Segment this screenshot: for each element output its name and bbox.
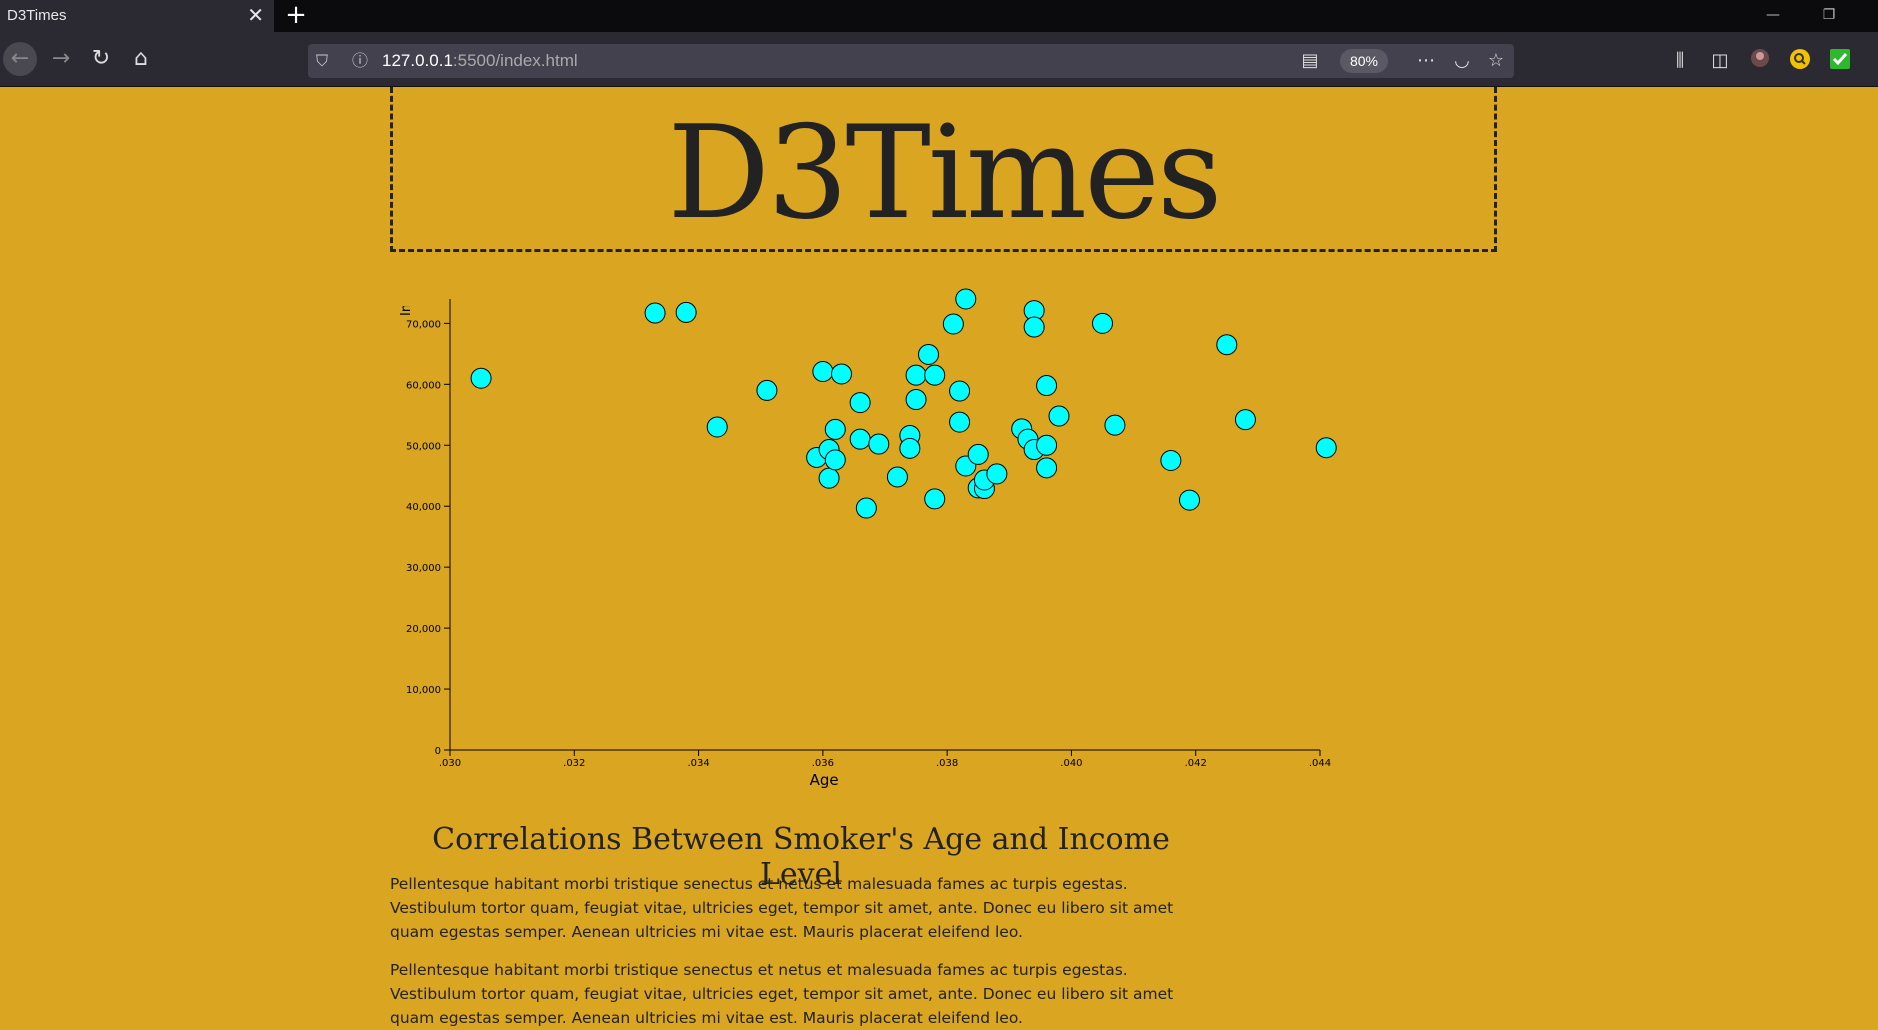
extension-avatar-icon[interactable]: [1746, 48, 1774, 74]
data-point: [855, 497, 877, 519]
reader-view-icon[interactable]: ▤: [1301, 50, 1319, 71]
sidebar-icon[interactable]: ◫: [1711, 50, 1729, 71]
y-axis-label: Income: [399, 280, 414, 316]
y-tick-label: 30,000: [406, 563, 441, 574]
data-point: [849, 428, 871, 450]
data-point: [1036, 434, 1058, 456]
url-text[interactable]: 127.0.0.1:5500/index.html: [382, 44, 578, 78]
tab-d3times[interactable]: D3Times ✕: [0, 0, 274, 32]
x-tick-label: .032: [563, 758, 585, 769]
reload-button[interactable]: ↻: [84, 42, 118, 76]
y-tick-label: 20,000: [406, 624, 441, 635]
data-point: [949, 411, 971, 433]
bookmark-star-icon[interactable]: ☆: [1487, 50, 1505, 71]
data-point: [470, 367, 492, 389]
data-point: [812, 361, 834, 383]
close-tab-icon[interactable]: ✕: [247, 5, 264, 27]
article-paragraph-2: Pellentesque habitant morbi tristique se…: [390, 961, 1174, 1027]
x-tick-label: .038: [936, 758, 958, 769]
extension-search-icon[interactable]: [1786, 48, 1814, 74]
data-point: [905, 389, 927, 411]
pocket-icon[interactable]: ◡: [1454, 50, 1470, 71]
x-tick-label: .034: [687, 758, 709, 769]
new-tab-button[interactable]: +: [285, 0, 307, 30]
data-point: [756, 379, 778, 401]
data-point: [1048, 405, 1070, 427]
library-icon[interactable]: ⫼: [1675, 50, 1685, 71]
data-point: [1036, 375, 1058, 397]
tab-title: D3Times: [7, 7, 67, 24]
data-point: [886, 466, 908, 488]
data-point: [918, 343, 939, 365]
data-point: [824, 449, 846, 471]
data-point: [1179, 489, 1200, 511]
url-host: 127.0.0.1: [382, 51, 453, 70]
zoom-level-button[interactable]: 80%: [1340, 49, 1388, 73]
data-point: [905, 364, 927, 386]
scatter-chart: .030 .032 .034 .036 .038 .040 .042 .044 0 10,000 2…: [399, 280, 1337, 789]
data-point: [818, 467, 840, 489]
x-tick-label: .042: [1185, 758, 1207, 769]
x-tick-label: .040: [1060, 758, 1082, 769]
restore-button[interactable]: ❐: [1822, 7, 1836, 23]
y-tick-label: 0: [435, 746, 441, 757]
x-axis-label: Age: [810, 771, 839, 789]
home-button[interactable]: ⌂: [124, 42, 158, 76]
data-point: [675, 301, 697, 323]
data-point: [868, 433, 890, 455]
data-point: [942, 313, 964, 335]
url-path: :5500/index.html: [452, 51, 578, 70]
data-point: [831, 363, 852, 385]
address-bar[interactable]: ⛉ ⓘ 127.0.0.1:5500/index.html ▤ 80% ⋯ ◡ …: [308, 44, 1514, 78]
x-tick-label: .036: [812, 758, 834, 769]
masthead: D3Times: [390, 87, 1497, 252]
data-point: [1036, 457, 1058, 479]
data-point: [924, 488, 946, 510]
data-point: [706, 416, 728, 438]
y-tick-label: 50,000: [406, 441, 441, 452]
minimize-button[interactable]: —: [1766, 7, 1780, 23]
y-tick-label: 70,000: [406, 319, 441, 330]
back-button[interactable]: ←: [3, 42, 37, 76]
data-point: [986, 463, 1008, 485]
data-point: [924, 364, 946, 386]
data-point: [1104, 414, 1126, 436]
masthead-title: D3Times: [667, 99, 1222, 248]
data-point: [644, 302, 666, 324]
data-point: [955, 288, 977, 310]
data-point: [1160, 450, 1182, 472]
article-paragraph-1: Pellentesque habitant morbi tristique se…: [390, 875, 1174, 941]
data-point: [1315, 437, 1337, 459]
shield-icon[interactable]: ⛉: [316, 51, 329, 70]
data-point: [1216, 334, 1238, 356]
data-point: [949, 380, 971, 402]
data-point: [1023, 316, 1045, 338]
forward-button[interactable]: →: [44, 42, 78, 76]
page-scrollbar[interactable]: [1862, 87, 1878, 1018]
article-title: Correlations Between Smoker's Age and In…: [432, 822, 1170, 892]
y-tick-label: 10,000: [406, 685, 441, 696]
y-tick-label: 40,000: [406, 502, 441, 513]
data-point: [824, 418, 846, 440]
data-point: [899, 437, 921, 459]
reload-icon: ↻: [91, 46, 111, 71]
data-point: [967, 443, 989, 465]
data-point: [849, 392, 871, 414]
nav-toolbar: ← → ↻ ⌂ ⛉ ⓘ 127.0.0.1:5500/index.html ▤ …: [0, 32, 1878, 87]
extension-check-icon[interactable]: [1826, 48, 1854, 74]
more-actions-icon[interactable]: ⋯: [1417, 50, 1435, 71]
data-point: [1234, 409, 1256, 431]
x-tick-label: .030: [439, 758, 461, 769]
x-tick-label: .044: [1309, 758, 1331, 769]
arrow-right-icon: →: [51, 46, 71, 71]
data-point: [1092, 312, 1113, 334]
info-icon[interactable]: ⓘ: [352, 51, 369, 70]
tab-bar: D3Times ✕ + — ❐: [0, 0, 1878, 32]
y-tick-label: 60,000: [406, 380, 441, 391]
home-icon: ⌂: [134, 46, 148, 71]
arrow-left-icon: ←: [10, 46, 30, 71]
